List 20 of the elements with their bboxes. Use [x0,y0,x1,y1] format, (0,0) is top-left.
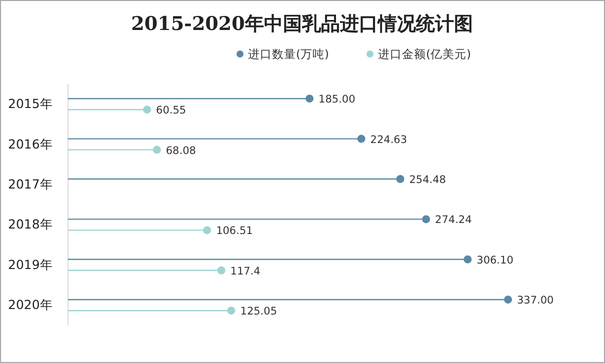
data-label: 117.4 [230,265,261,278]
y-tick-label: 2020年 [8,297,53,312]
y-tick-label: 2016年 [8,136,53,152]
y-tick-label: 2017年 [8,176,53,192]
data-label: 60.55 [156,104,186,117]
data-label: 106.51 [216,225,253,238]
data-label: 306.10 [476,254,514,266]
y-tick-label: 2019年 [8,256,53,272]
chart-title: 2015-2020年中国乳品进口情况统计图 [131,13,473,35]
data-label: 337.00 [517,294,554,307]
data-label: 274.24 [435,214,472,226]
y-tick-label: 2015年 [8,96,53,112]
data-label: 224.63 [370,134,408,146]
data-label: 125.05 [240,306,278,318]
data-label: 185.00 [318,94,356,106]
data-label: 254.48 [409,174,446,186]
data-label: 68.08 [166,144,196,157]
legend-label: 进口金额(亿美元) [378,47,471,61]
y-tick-label: 2018年 [8,216,53,232]
legend-label: 进口数量(万吨) [248,47,329,61]
